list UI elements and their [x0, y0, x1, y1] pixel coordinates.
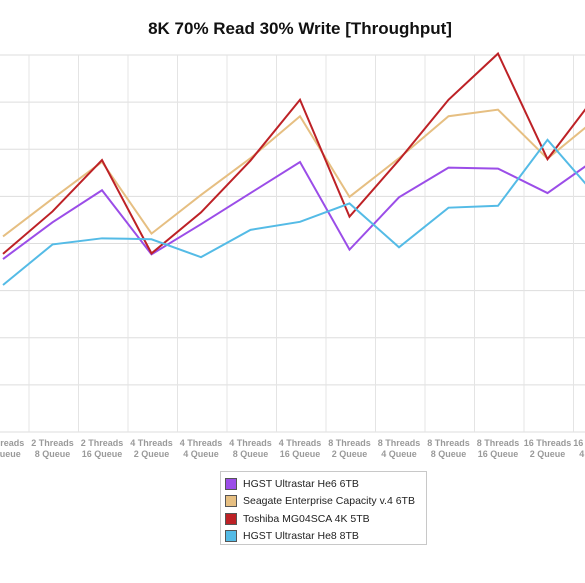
legend-swatch — [225, 495, 237, 508]
x-tick-label: 4 Queue — [183, 449, 219, 459]
legend-label: Seagate Enterprise Capacity v.4 6TB — [243, 495, 415, 508]
x-tick-label: 2 Threads — [81, 438, 124, 448]
x-tick-label: 16 Queue — [478, 449, 519, 459]
x-tick-label: 2 Threads — [0, 438, 24, 448]
x-tick-label: 8 Threads — [328, 438, 371, 448]
x-tick-label: 4 Queue — [0, 449, 21, 459]
x-tick-label: 4 Queue — [381, 449, 417, 459]
x-tick-label: 8 Threads — [378, 438, 421, 448]
legend-item: HGST Ultrastar He6 6TB — [225, 475, 426, 493]
legend-label: Toshiba MG04SCA 4K 5TB — [243, 512, 370, 525]
legend-swatch — [225, 530, 237, 543]
legend-label: HGST Ultrastar He8 8TB — [243, 530, 359, 543]
legend-label: HGST Ultrastar He6 6TB — [243, 477, 359, 490]
x-tick-label: 2 Queue — [134, 449, 170, 459]
legend-swatch — [225, 512, 237, 525]
legend-item: Seagate Enterprise Capacity v.4 6TB — [225, 493, 426, 511]
series-line-4 — [2, 138, 585, 286]
x-tick-label: 8 Queue — [431, 449, 467, 459]
x-tick-label: 4 Threads — [279, 438, 322, 448]
x-tick-label: 4 Threads — [180, 438, 223, 448]
x-tick-label: 4 Threads — [130, 438, 173, 448]
gridlines — [0, 54, 585, 433]
x-tick-label: 16 Queue — [280, 449, 321, 459]
legend-swatch — [225, 477, 237, 490]
x-tick-label: 16 Queue — [82, 449, 123, 459]
x-tick-label: 2 Threads — [31, 438, 74, 448]
legend-item: HGST Ultrastar He8 8TB — [225, 528, 426, 546]
x-tick-label: 2 Queue — [530, 449, 566, 459]
series-lines — [2, 51, 585, 286]
series-line-1 — [2, 160, 585, 260]
x-tick-label: 8 Queue — [233, 449, 269, 459]
x-tick-label: 16 Threads — [573, 438, 585, 448]
x-tick-label: 4 Queue — [579, 449, 585, 459]
legend-item: Toshiba MG04SCA 4K 5TB — [225, 510, 426, 528]
legend: HGST Ultrastar He6 6TB Seagate Enterprise… — [220, 471, 427, 545]
x-tick-label: 8 Threads — [477, 438, 520, 448]
x-tick-label: 4 Threads — [229, 438, 272, 448]
x-tick-label: 8 Threads — [427, 438, 470, 448]
series-line-3 — [2, 51, 585, 255]
x-tick-label: 2 Queue — [332, 449, 368, 459]
chart-title: 8K 70% Read 30% Write [Throughput] — [148, 19, 452, 38]
x-tick-label: 8 Queue — [35, 449, 71, 459]
x-tick-label: 16 Threads — [524, 438, 572, 448]
